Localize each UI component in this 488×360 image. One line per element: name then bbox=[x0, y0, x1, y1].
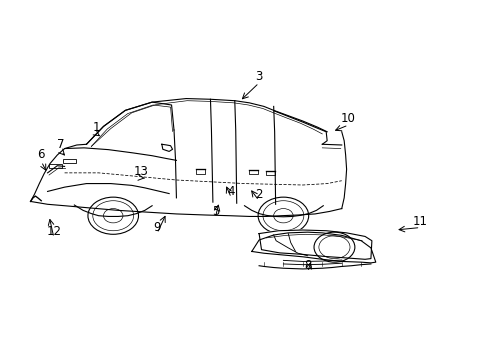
Text: 7: 7 bbox=[57, 139, 65, 152]
Text: 3: 3 bbox=[255, 70, 262, 83]
Text: 2: 2 bbox=[255, 188, 262, 201]
Text: 8: 8 bbox=[304, 259, 311, 272]
Text: 5: 5 bbox=[211, 205, 219, 218]
Text: 1: 1 bbox=[92, 121, 100, 134]
Text: 9: 9 bbox=[153, 221, 161, 234]
Text: 12: 12 bbox=[46, 225, 61, 238]
Polygon shape bbox=[251, 232, 375, 263]
Text: 13: 13 bbox=[134, 165, 148, 178]
Text: 11: 11 bbox=[412, 215, 427, 228]
Text: 10: 10 bbox=[341, 112, 355, 125]
Text: 6: 6 bbox=[38, 148, 45, 162]
Text: 4: 4 bbox=[227, 185, 235, 198]
Polygon shape bbox=[259, 230, 371, 259]
